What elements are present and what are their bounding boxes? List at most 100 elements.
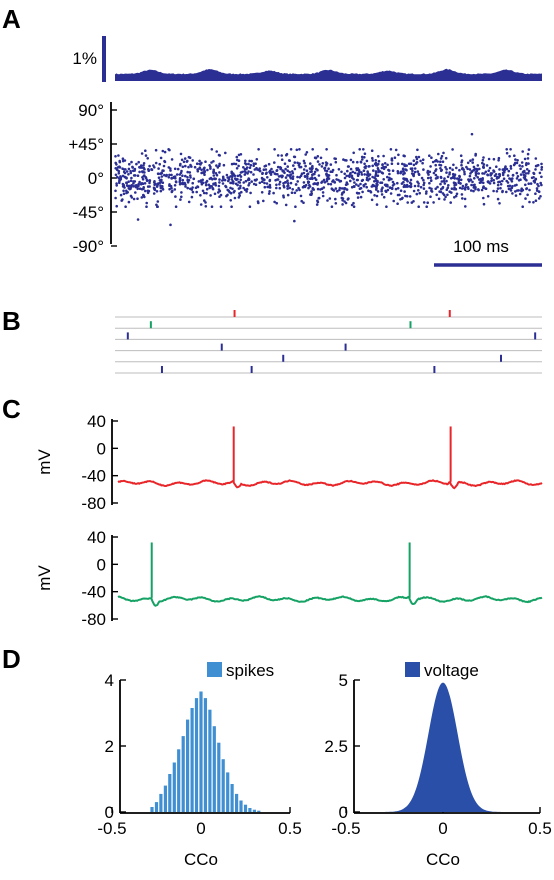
phase-point: [360, 173, 364, 176]
phase-point: [310, 167, 314, 171]
phase-point: [239, 178, 242, 182]
phase-point: [291, 177, 295, 180]
phase-point: [203, 199, 206, 202]
phase-point: [273, 200, 276, 204]
phase-point: [278, 186, 282, 190]
phase-point: [206, 168, 209, 172]
phase-point: [428, 154, 431, 157]
phase-point: [243, 167, 247, 171]
phase-point: [490, 179, 493, 183]
phase-point: [118, 179, 121, 183]
phase-point: [302, 181, 306, 184]
phase-point: [454, 194, 458, 198]
phase-point: [209, 165, 212, 169]
phase-point: [167, 166, 171, 169]
phase-point: [205, 179, 209, 183]
phase-point: [519, 167, 522, 171]
phase-point: [486, 173, 489, 176]
phase-point: [514, 190, 517, 193]
phase-point: [140, 187, 144, 191]
phase-point: [478, 181, 482, 184]
phase-point: [439, 164, 443, 167]
phase-point: [540, 162, 543, 166]
phase-point: [273, 148, 276, 151]
phase-point: [310, 190, 313, 193]
phase-point: [509, 189, 513, 192]
phase-point: [142, 166, 146, 170]
phase-point: [148, 164, 151, 168]
phase-point: [125, 177, 128, 180]
phase-point: [172, 175, 176, 179]
phase-point: [350, 203, 354, 207]
phase-point: [442, 179, 446, 183]
phase-point: [478, 178, 481, 181]
phase-point: [230, 205, 233, 208]
phase-point: [212, 171, 215, 174]
phase-point: [200, 168, 203, 172]
phase-point: [317, 196, 321, 200]
phase-point: [355, 183, 358, 186]
phase-point: [439, 160, 442, 163]
spikes-hist-bar: [181, 736, 185, 812]
phase-point: [179, 198, 182, 201]
phase-point: [388, 178, 391, 181]
phase-point: [258, 169, 262, 173]
phase-point: [130, 176, 133, 180]
phase-point: [401, 162, 404, 166]
phase-point: [329, 163, 333, 166]
phase-point: [325, 179, 329, 183]
spikes-hist-bar: [168, 774, 172, 812]
phase-point: [321, 162, 325, 165]
phase-point: [477, 172, 481, 175]
phase-point: [353, 181, 356, 184]
phase-point: [184, 185, 187, 188]
phase-point: [284, 176, 288, 179]
phase-point: [365, 159, 369, 163]
panel-label-d: D: [2, 644, 21, 674]
phase-point: [234, 162, 238, 166]
phase-point: [165, 173, 168, 177]
phase-point: [430, 156, 433, 159]
phase-point: [396, 202, 399, 205]
phase-point: [359, 195, 363, 199]
phase-point: [154, 148, 158, 152]
voltage-legend-swatch: [405, 662, 420, 677]
phase-point: [148, 179, 151, 183]
phase-point: [463, 187, 466, 190]
spikes-hist-bar: [172, 762, 176, 812]
phase-point: [286, 193, 290, 197]
phase-point: [488, 166, 492, 170]
phase-point: [119, 193, 123, 197]
phase-point: [359, 186, 363, 190]
phase-point: [218, 162, 221, 166]
phase-point: [415, 192, 419, 196]
phase-point: [205, 187, 209, 191]
phase-point: [214, 172, 218, 175]
phase-point: [226, 188, 229, 192]
phase-point: [186, 170, 189, 174]
phase-point: [147, 168, 150, 171]
phase-point: [127, 200, 131, 204]
phase-point: [283, 162, 287, 165]
phase-point: [330, 187, 334, 190]
phase-point: [363, 156, 366, 159]
phase-point: [535, 187, 539, 190]
phase-point: [505, 179, 509, 183]
phase-point: [115, 182, 118, 185]
phase-point: [198, 166, 202, 169]
phase-point: [156, 182, 160, 185]
phase-point: [311, 164, 314, 168]
phase-point: [533, 181, 537, 184]
phase-point: [319, 156, 323, 160]
spikes-legend-label: spikes: [226, 661, 274, 680]
phase-point: [158, 162, 161, 166]
phase-point: [144, 189, 147, 193]
voltage-trace: [117, 595, 543, 607]
phase-point: [409, 185, 413, 188]
phase-y-tick-label: +45°: [68, 135, 104, 154]
phase-point: [309, 177, 312, 180]
phase-point: [513, 154, 516, 157]
phase-point: [400, 170, 403, 174]
phase-point: [121, 167, 124, 170]
phase-point: [284, 203, 288, 207]
